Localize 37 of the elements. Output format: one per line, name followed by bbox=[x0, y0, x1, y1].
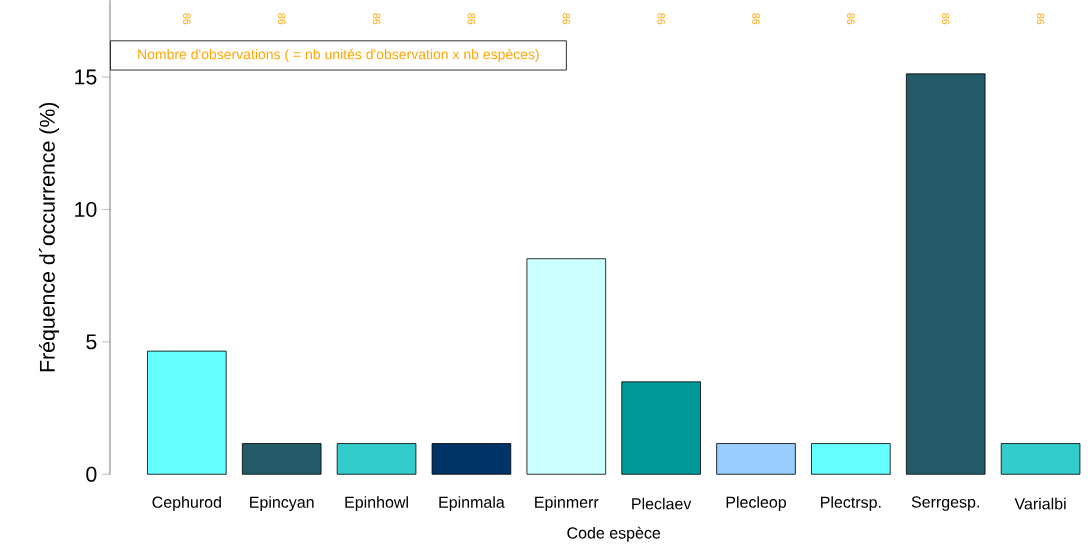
y-tick-label: 0 bbox=[86, 466, 97, 482]
x-tick-label: Varialbi bbox=[1014, 497, 1066, 510]
annotation: Nombre d'observations ( = nb unités d'observation x nb espèces) bbox=[138, 48, 539, 62]
y-tick-label: 10 bbox=[75, 201, 97, 217]
y-tick-label: 15 bbox=[75, 69, 97, 85]
bar bbox=[431, 443, 512, 475]
x-axis-title: Code espèce bbox=[567, 526, 661, 542]
x-tick-label: Epinhowl bbox=[345, 496, 408, 511]
annotation: 86 bbox=[752, 13, 760, 25]
x-tick-label: Pleclaev bbox=[632, 497, 692, 510]
bar bbox=[1000, 443, 1081, 475]
annotation: 86 bbox=[467, 13, 476, 25]
bar bbox=[147, 350, 227, 475]
x-tick-label: Plecleop bbox=[726, 496, 786, 511]
bar bbox=[336, 443, 417, 475]
x-tick-label: Epincyan bbox=[250, 496, 314, 511]
bar bbox=[621, 381, 701, 475]
bar bbox=[811, 443, 891, 475]
annotation: 86 bbox=[183, 13, 191, 25]
annotation: 86 bbox=[562, 13, 571, 25]
x-tick-label: Plectrsp. bbox=[821, 496, 881, 511]
x-tick-label: Cephurod bbox=[152, 496, 221, 511]
bar bbox=[241, 443, 322, 475]
annotation: 86 bbox=[1036, 13, 1045, 25]
annotation: 86 bbox=[372, 13, 381, 25]
x-tick-label: Epinmerr bbox=[535, 496, 599, 511]
x-tick-label: Serrgesp. bbox=[911, 496, 979, 511]
annotation: 86 bbox=[277, 13, 286, 25]
x-tick-label: Epinmala bbox=[439, 496, 505, 511]
bar bbox=[526, 258, 607, 475]
annotation: 86 bbox=[941, 13, 950, 25]
annotation: 86 bbox=[847, 13, 855, 25]
bar bbox=[905, 73, 986, 475]
y-axis-title: Fréquence d´occurrence (%) bbox=[38, 102, 60, 372]
bar bbox=[716, 443, 796, 475]
annotation: 86 bbox=[657, 13, 665, 25]
y-tick-label: 5 bbox=[86, 334, 97, 350]
